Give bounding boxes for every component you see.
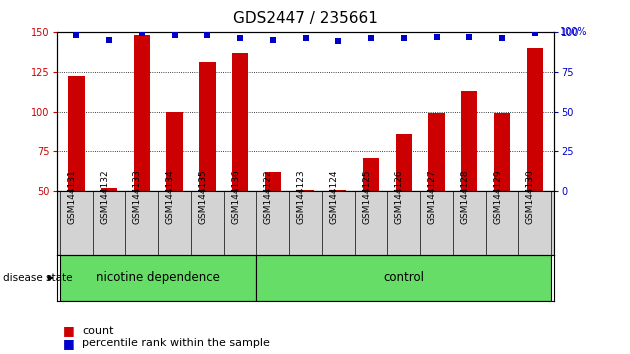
- Point: [497, 35, 507, 41]
- Bar: [265, 172, 281, 191]
- Point: [169, 32, 180, 38]
- Bar: [166, 112, 183, 191]
- Point: [432, 34, 442, 40]
- Text: GSM144122: GSM144122: [264, 169, 273, 223]
- Point: [137, 30, 147, 36]
- Bar: [363, 158, 379, 191]
- Point: [104, 37, 114, 42]
- Bar: [330, 189, 346, 191]
- Point: [399, 35, 409, 41]
- Text: GSM144133: GSM144133: [133, 169, 142, 224]
- Text: GSM144125: GSM144125: [362, 169, 371, 224]
- Text: control: control: [383, 272, 424, 284]
- Bar: [199, 62, 215, 191]
- Point: [333, 39, 343, 44]
- Bar: [60, 255, 256, 301]
- Bar: [494, 113, 510, 191]
- Bar: [232, 52, 248, 191]
- Bar: [396, 134, 412, 191]
- Text: nicotine dependence: nicotine dependence: [96, 272, 220, 284]
- Text: GSM144127: GSM144127: [428, 169, 437, 224]
- Bar: [68, 76, 84, 191]
- Bar: [297, 189, 314, 191]
- Text: GDS2447 / 235661: GDS2447 / 235661: [233, 11, 378, 25]
- Text: GSM144130: GSM144130: [526, 169, 535, 224]
- Bar: [256, 255, 551, 301]
- Point: [464, 34, 474, 40]
- Text: count: count: [82, 326, 113, 336]
- Text: GSM144126: GSM144126: [395, 169, 404, 224]
- Point: [301, 35, 311, 41]
- Text: disease state: disease state: [3, 273, 72, 283]
- Text: ■: ■: [63, 337, 75, 350]
- Text: ■: ■: [63, 325, 75, 337]
- Bar: [428, 113, 445, 191]
- Text: GSM144136: GSM144136: [231, 169, 240, 224]
- Text: GSM144134: GSM144134: [166, 169, 175, 224]
- Point: [366, 35, 376, 41]
- Bar: [527, 48, 543, 191]
- Point: [235, 35, 245, 41]
- Text: GSM144131: GSM144131: [67, 169, 76, 224]
- Bar: [101, 188, 117, 191]
- Bar: [134, 35, 150, 191]
- Text: GSM144129: GSM144129: [493, 169, 502, 224]
- Text: percentile rank within the sample: percentile rank within the sample: [82, 338, 270, 348]
- Point: [71, 32, 81, 38]
- Point: [202, 32, 212, 38]
- Text: GSM144128: GSM144128: [461, 169, 469, 224]
- Point: [268, 37, 278, 42]
- Text: GSM144123: GSM144123: [297, 169, 306, 224]
- Text: GSM144124: GSM144124: [329, 169, 338, 223]
- Bar: [461, 91, 478, 191]
- Point: [530, 30, 540, 36]
- Text: GSM144135: GSM144135: [198, 169, 207, 224]
- Text: 100%: 100%: [560, 27, 587, 37]
- Text: GSM144132: GSM144132: [100, 169, 109, 224]
